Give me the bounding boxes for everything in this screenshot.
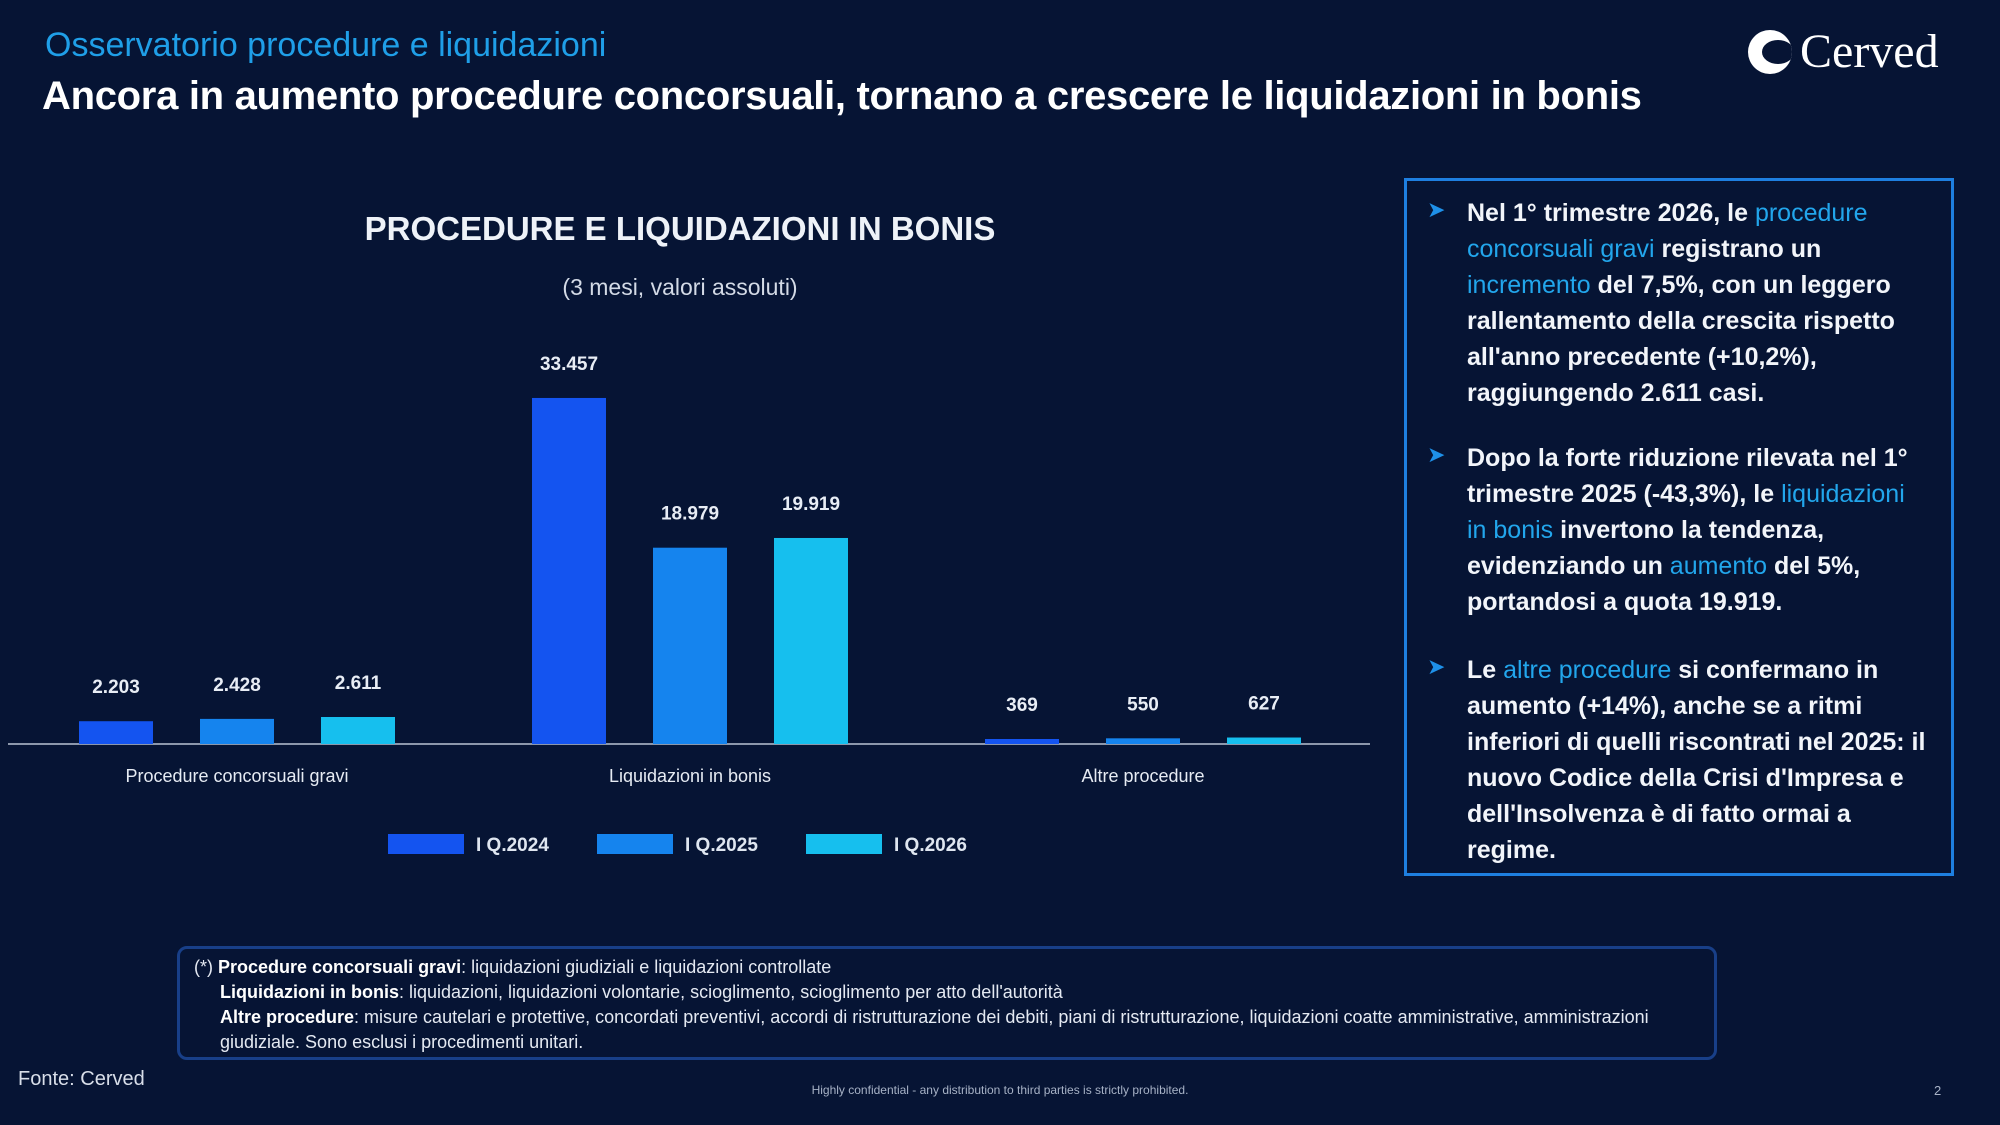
legend-swatch xyxy=(806,834,882,854)
confidentiality-notice: Highly confidential - any distribution t… xyxy=(811,1083,1189,1097)
bar xyxy=(200,718,274,744)
cerved-logo-icon xyxy=(1748,29,1792,74)
definitions-box: (*) Procedure concorsuali gravi: liquida… xyxy=(177,946,1717,1060)
commentary-bullet: ➤ Dopo la forte riduzione rilevata nel 1°… xyxy=(1427,440,1927,620)
arrow-bullet-icon: ➤ xyxy=(1427,197,1446,222)
data-label: 2.203 xyxy=(92,677,140,698)
legend-label: I Q.2026 xyxy=(894,835,967,856)
commentary-bullet: ➤ Le altre procedure si confermano in aum… xyxy=(1427,652,1927,868)
commentary-text: Le altre procedure si confermano in aume… xyxy=(1467,656,1926,864)
legend-swatch xyxy=(597,834,673,854)
data-label: 550 xyxy=(1127,694,1159,715)
definition-line: Altre procedure: misure cautelari e prot… xyxy=(220,1007,1649,1052)
bar xyxy=(1227,737,1301,744)
bar xyxy=(79,721,153,744)
legend-label: I Q.2025 xyxy=(685,835,758,856)
bar xyxy=(1106,738,1180,744)
bar xyxy=(985,739,1059,744)
headline: Ancora in aumento procedure concorsuali,… xyxy=(42,74,1642,118)
bar xyxy=(321,716,395,744)
bar xyxy=(774,537,848,744)
logo-text: Cerved xyxy=(1800,25,1939,78)
data-label: 33.457 xyxy=(540,354,598,375)
kicker-title: Osservatorio procedure e liquidazioni xyxy=(45,26,607,64)
data-label: 627 xyxy=(1248,694,1280,715)
page-number: 2 xyxy=(1934,1083,1942,1098)
bar xyxy=(653,547,727,744)
commentary-text: Nel 1° trimestre 2026, le procedure conc… xyxy=(1467,199,1895,407)
bar-chart: 2.203 2.428 2.611 Procedure concorsuali gra… xyxy=(8,354,1370,856)
arrow-bullet-icon: ➤ xyxy=(1427,654,1446,679)
cerved-logo: Cerved xyxy=(1748,24,1939,79)
data-label: 18.979 xyxy=(661,504,719,525)
category-label: Altre procedure xyxy=(1081,766,1204,786)
data-label: 2.611 xyxy=(335,673,382,694)
commentary-text: Dopo la forte riduzione rilevata nel 1° … xyxy=(1467,444,1908,616)
category-label: Procedure concorsuali gravi xyxy=(125,766,348,786)
data-label: 19.919 xyxy=(782,494,840,515)
source-note: Fonte: Cerved xyxy=(18,1068,145,1090)
chart-title: PROCEDURE E LIQUIDAZIONI IN BONIS xyxy=(364,210,996,247)
definition-line: Liquidazioni in bonis: liquidazioni, liq… xyxy=(220,982,1063,1002)
legend-swatch xyxy=(388,834,464,854)
data-label: 369 xyxy=(1006,695,1038,716)
commentary-bullet: ➤ Nel 1° trimestre 2026, le procedure con… xyxy=(1427,195,1927,411)
chart-subtitle: (3 mesi, valori assoluti) xyxy=(562,274,798,300)
bar xyxy=(532,397,606,744)
arrow-bullet-icon: ➤ xyxy=(1427,442,1446,467)
commentary-box: ➤ Nel 1° trimestre 2026, le procedure con… xyxy=(1404,178,1954,876)
legend-label: I Q.2024 xyxy=(476,835,549,856)
category-label: Liquidazioni in bonis xyxy=(609,766,771,786)
data-label: 2.428 xyxy=(213,675,261,696)
definition-line: (*) Procedure concorsuali gravi: liquida… xyxy=(194,957,832,977)
